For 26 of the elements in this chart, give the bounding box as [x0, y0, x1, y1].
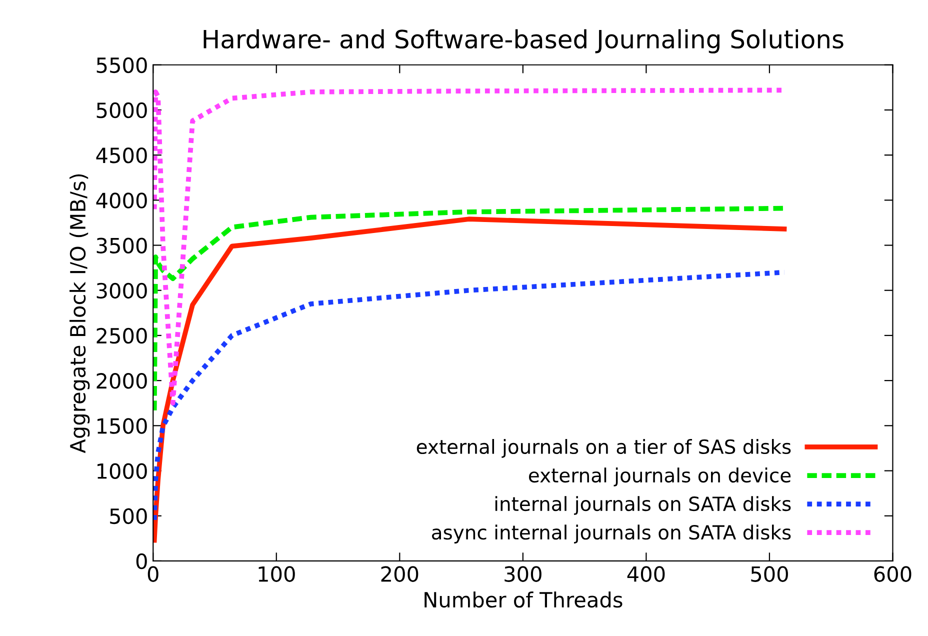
y-tick-label: 5500 — [96, 57, 147, 74]
y-tick-label: 500 — [110, 508, 147, 524]
y-tick-label: 1500 — [98, 418, 147, 434]
x-tick-label: 400 — [627, 566, 665, 582]
y-tick-label: 3500 — [96, 238, 147, 254]
chart-title: Hardware- and Software-based Journaling Solutions — [204, 29, 844, 54]
legend-label: internal journals on SATA disks — [495, 496, 791, 515]
x-tick-label: 600 — [874, 566, 912, 582]
y-tick-label: 4500 — [96, 148, 147, 164]
x-tick-label: 100 — [258, 566, 295, 582]
x-tick-label: 300 — [504, 566, 542, 582]
y-tick-label: 0 — [136, 553, 147, 570]
y-tick-label: 3000 — [96, 282, 147, 299]
legend-label: external journals on device — [529, 468, 791, 486]
y-tick-label: 5000 — [96, 102, 147, 118]
x-tick-label: 200 — [381, 566, 418, 582]
y-axis-title: Aggregate Block I/O (MB/s) — [70, 174, 90, 454]
y-tick-label: 2500 — [96, 328, 147, 344]
y-tick-label: 1000 — [98, 463, 147, 479]
x-tick-label: 0 — [148, 566, 158, 582]
y-tick-label: 4000 — [96, 192, 147, 208]
x-axis-title: Number of Threads — [424, 592, 622, 608]
legend-label: external journals on a tier of SAS disks — [416, 439, 791, 458]
legend-label: async internal journals on SATA disks — [432, 524, 791, 544]
y-tick-label: 2000 — [96, 373, 147, 389]
x-tick-label: 500 — [751, 566, 788, 582]
